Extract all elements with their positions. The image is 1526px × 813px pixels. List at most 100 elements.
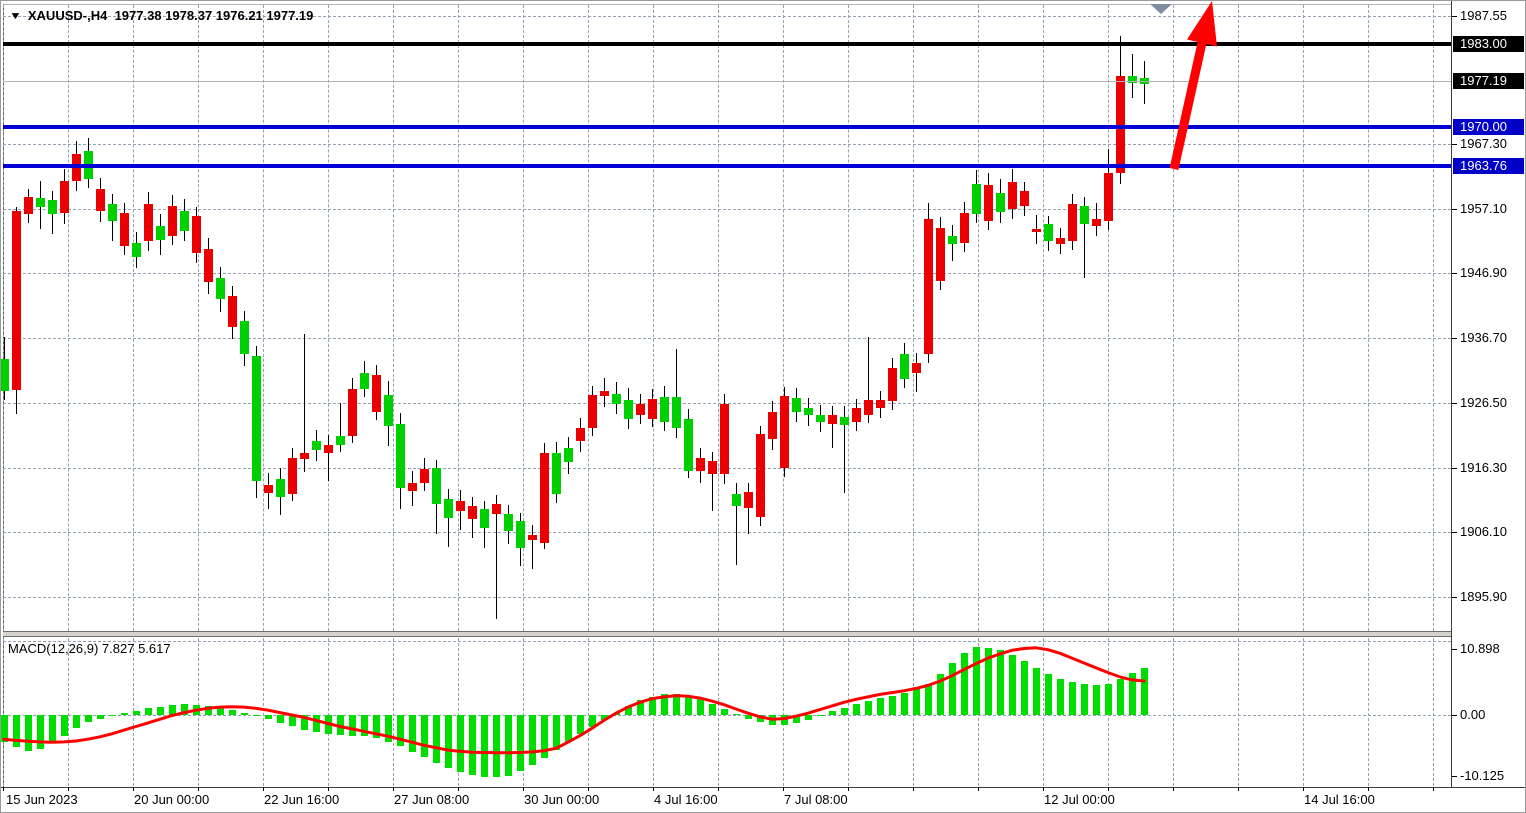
candle-body xyxy=(936,228,945,282)
candle-body xyxy=(804,408,813,415)
panel-separator[interactable] xyxy=(3,631,1452,637)
macd-histogram-bar xyxy=(697,699,704,715)
macd-histogram-bar xyxy=(229,710,236,715)
current-price-line xyxy=(3,81,1451,82)
macd-histogram-bar xyxy=(997,650,1004,715)
price-tick xyxy=(1452,338,1457,339)
macd-histogram-bar xyxy=(721,708,728,715)
candle-body xyxy=(348,389,357,437)
time-gridline xyxy=(523,5,524,631)
candle-wick xyxy=(1084,197,1085,279)
macd-histogram-bar xyxy=(553,715,560,751)
candle-body xyxy=(1008,181,1017,210)
candle-body xyxy=(732,494,741,507)
price-tick xyxy=(1452,468,1457,469)
candle-wick xyxy=(748,482,749,534)
time-gridline xyxy=(68,638,69,786)
time-gridline xyxy=(133,5,134,631)
macd-histogram-bar xyxy=(373,715,380,738)
candle-body xyxy=(948,235,957,245)
time-gridline xyxy=(3,5,4,631)
macd-histogram-bar xyxy=(385,715,392,742)
candle-wick xyxy=(868,336,869,423)
macd-histogram-bar xyxy=(13,715,20,748)
macd-histogram-bar xyxy=(517,715,524,772)
macd-histogram-bar xyxy=(73,715,80,729)
price-axis-label-boxed: 1963.76 xyxy=(1453,158,1524,174)
time-tick xyxy=(393,787,394,791)
price-tick xyxy=(1452,273,1457,274)
candle-body xyxy=(696,457,705,472)
trend-arrow-object[interactable] xyxy=(1,1,1451,787)
candle-body xyxy=(396,424,405,489)
time-tick xyxy=(3,787,4,791)
candle-body xyxy=(1032,229,1041,232)
candle-body xyxy=(888,368,897,402)
macd-histogram-bar xyxy=(361,715,368,737)
price-gridline xyxy=(3,403,1451,404)
price-axis-label: 1916.30 xyxy=(1460,460,1507,475)
time-tick xyxy=(1433,787,1434,791)
symbol-period-label: XAUUSD-,H4 xyxy=(27,8,108,23)
candle-body xyxy=(636,403,645,415)
time-tick xyxy=(1238,787,1239,791)
time-tick xyxy=(523,787,524,791)
time-gridline xyxy=(848,5,849,631)
time-tick xyxy=(68,787,69,791)
candle-wick xyxy=(676,349,677,439)
time-axis-label: 27 Jun 08:00 xyxy=(394,792,470,807)
candle-body xyxy=(24,197,33,215)
candle-body xyxy=(720,403,729,475)
candle-body xyxy=(612,393,621,404)
macd-histogram-bar xyxy=(457,715,464,772)
time-gridline xyxy=(1043,5,1044,631)
candle-body xyxy=(480,509,489,528)
macd-histogram-bar xyxy=(409,715,416,752)
macd-histogram-bar xyxy=(661,694,668,715)
price-gridline xyxy=(3,532,1451,533)
time-tick xyxy=(1303,787,1304,791)
price-gridline xyxy=(3,338,1451,339)
price-tick xyxy=(1452,16,1457,17)
horizontal-level-line[interactable] xyxy=(3,125,1451,129)
candle-wick xyxy=(328,435,329,482)
macd-histogram-bar xyxy=(1141,667,1148,715)
price-tick xyxy=(1452,532,1457,533)
time-gridline xyxy=(263,638,264,786)
macd-histogram-bar xyxy=(817,715,824,716)
time-tick xyxy=(263,787,264,791)
time-axis[interactable] xyxy=(1,787,1525,812)
macd-histogram-bar xyxy=(1081,684,1088,715)
macd-histogram-bar xyxy=(805,715,812,720)
price-axis-label-boxed: 1977.19 xyxy=(1453,73,1524,89)
macd-histogram-bar xyxy=(925,683,932,715)
price-tick xyxy=(1452,209,1457,210)
price-gridline xyxy=(3,144,1451,145)
symbol-dropdown-icon[interactable]: ▼ xyxy=(9,9,22,22)
candle-body xyxy=(444,499,453,519)
candle-body xyxy=(1128,75,1137,83)
time-gridline xyxy=(848,638,849,786)
macd-histogram-bar xyxy=(565,715,572,743)
candle-wick xyxy=(496,495,497,619)
macd-histogram-bar xyxy=(397,715,404,747)
candle-body xyxy=(96,188,105,212)
chart-shift-marker-icon[interactable] xyxy=(1150,4,1172,14)
candle-body xyxy=(708,461,717,475)
macd-histogram-bar xyxy=(541,715,548,758)
candle-body xyxy=(924,219,933,355)
candle-body xyxy=(420,469,429,484)
price-tick xyxy=(1452,597,1457,598)
candle-body xyxy=(300,452,309,460)
time-tick xyxy=(588,787,589,791)
macd-histogram-bar xyxy=(49,715,56,743)
time-axis-label: 7 Jul 08:00 xyxy=(784,792,848,807)
horizontal-level-line[interactable] xyxy=(3,164,1451,168)
time-gridline xyxy=(1043,638,1044,786)
time-tick xyxy=(1043,787,1044,791)
macd-histogram-bar xyxy=(1057,679,1064,715)
horizontal-level-line[interactable] xyxy=(3,42,1451,46)
candle-wick xyxy=(712,451,713,512)
macd-histogram-bar xyxy=(481,715,488,777)
macd-histogram-bar xyxy=(901,692,908,715)
